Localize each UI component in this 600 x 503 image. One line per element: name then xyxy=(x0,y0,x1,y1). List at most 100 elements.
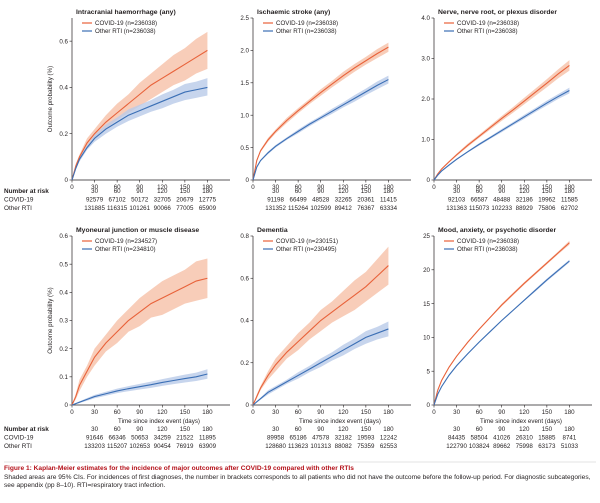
x-tick-label: 0 xyxy=(70,184,74,191)
risk-covid-value: 19962 xyxy=(538,197,556,204)
y-tick-label: 2.5 xyxy=(240,15,249,22)
caption-title: Figure 1: Kaplan-Meier estimates for the… xyxy=(4,465,354,472)
series-line xyxy=(252,46,389,181)
x-axis-label: Time since index event (days) xyxy=(118,418,200,425)
risk-day-label: 60 xyxy=(476,426,483,433)
y-tick-label: 0.4 xyxy=(240,318,249,325)
risk-day-label: 150 xyxy=(361,426,372,433)
chart-panel: 0 0.1 0.2 0.3 0.4 0.5 0.6 0 30 60 90 120 150 180 Outco… xyxy=(4,227,230,450)
risk-covid-value: 26310 xyxy=(516,435,534,442)
risk-day-label: 30 xyxy=(272,188,279,195)
risk-other-value: 102653 xyxy=(129,443,150,450)
legend-label: Other RTI (n=230495) xyxy=(276,246,337,253)
series-line xyxy=(433,64,570,181)
risk-day-label: 90 xyxy=(498,188,505,195)
series-line xyxy=(71,373,208,406)
y-tick-label: 0.1 xyxy=(59,374,68,381)
series-line xyxy=(252,79,389,181)
legend-label: COVID-19 (n=236038) xyxy=(457,20,519,27)
ci-band xyxy=(72,31,208,181)
x-tick-label: 120 xyxy=(519,184,530,191)
x-tick-label: 90 xyxy=(136,184,143,191)
y-tick-label: 15 xyxy=(423,301,430,308)
risk-covid-value: 32705 xyxy=(154,197,172,204)
risk-other-value: 113623 xyxy=(288,443,309,450)
risk-other-value: 131363 xyxy=(446,205,467,212)
x-tick-label: 180 xyxy=(202,184,213,191)
x-tick-label: 180 xyxy=(564,409,575,416)
risk-other-value: 90066 xyxy=(154,205,172,212)
risk-covid-value: 32182 xyxy=(335,435,353,442)
chart-title: Nerve, nerve root, or plexus disorder xyxy=(438,9,557,16)
x-tick-label: 150 xyxy=(542,184,553,191)
risk-covid-value: 89958 xyxy=(267,435,285,442)
legend-label: Other RTI (n=234810) xyxy=(95,246,156,253)
risk-other-value: 63909 xyxy=(199,443,217,450)
legend-label: COVID-19 (n=230151) xyxy=(276,238,338,245)
y-tick-label: 0.5 xyxy=(59,261,68,268)
y-tick-label: 0.6 xyxy=(59,233,68,240)
legend-label: Other RTI (n=236038) xyxy=(95,28,156,35)
y-tick-label: 0.8 xyxy=(240,233,249,240)
risk-day-label: 180 xyxy=(564,188,575,195)
risk-day-label: 90 xyxy=(136,426,143,433)
chart-panel: 0 0.5 1.0 1.5 2.0 2.5 0 30 60 90 120 150 180 Ischaemi… xyxy=(240,9,411,212)
x-tick-label: 90 xyxy=(317,409,324,416)
chart-title: Ischaemic stroke (any) xyxy=(257,9,330,16)
risk-day-label: 90 xyxy=(317,188,324,195)
risk-other-value: 51033 xyxy=(561,443,579,450)
x-tick-label: 60 xyxy=(476,409,483,416)
risk-day-label: 120 xyxy=(338,426,349,433)
x-tick-label: 90 xyxy=(317,184,324,191)
y-tick-label: 0.5 xyxy=(240,145,249,152)
risk-covid-value: 58504 xyxy=(471,435,489,442)
risk-covid-value: 20679 xyxy=(176,197,194,204)
ci-band xyxy=(434,60,570,181)
x-tick-label: 180 xyxy=(564,184,575,191)
y-tick-label: 25 xyxy=(423,233,430,240)
x-tick-label: 150 xyxy=(361,409,372,416)
legend-label: Other RTI (n=236038) xyxy=(457,28,518,35)
risk-day-label: 120 xyxy=(338,188,349,195)
risk-other-value: 103824 xyxy=(469,443,490,450)
risk-other-value: 115264 xyxy=(288,205,309,212)
x-tick-label: 90 xyxy=(136,409,143,416)
risk-day-label: 60 xyxy=(476,188,483,195)
risk-covid-value: 48528 xyxy=(312,197,330,204)
risk-other-value: 131885 xyxy=(84,205,105,212)
y-tick-label: 10 xyxy=(423,335,430,342)
y-tick-label: 0 xyxy=(65,402,69,409)
x-axis-label: Time since index event (days) xyxy=(299,418,381,425)
risk-covid-value: 34259 xyxy=(154,435,172,442)
x-tick-label: 120 xyxy=(338,184,349,191)
y-tick-label: 0 xyxy=(246,402,250,409)
y-tick-label: 2.0 xyxy=(421,96,430,103)
risk-covid-value: 91198 xyxy=(267,197,284,204)
risk-other-value: 75806 xyxy=(538,205,556,212)
risk-other-value: 101313 xyxy=(310,443,331,450)
risk-day-label: 150 xyxy=(542,426,553,433)
risk-other-value: 89662 xyxy=(493,443,511,450)
ci-band xyxy=(72,258,208,405)
risk-covid-value: 66499 xyxy=(290,197,308,204)
chart-title: Myoneural junction or muscle disease xyxy=(76,227,199,234)
x-tick-label: 60 xyxy=(114,184,121,191)
x-tick-label: 60 xyxy=(295,184,302,191)
chart-title: Intracranial haemorrhage (any) xyxy=(76,9,176,16)
caption-text: Shaded areas are 95% CIs. For incidences… xyxy=(4,473,591,490)
series-line xyxy=(252,328,389,406)
risk-other-value: 89412 xyxy=(335,205,353,212)
x-tick-label: 0 xyxy=(70,409,74,416)
risk-covid-value: 84435 xyxy=(448,435,466,442)
x-tick-label: 30 xyxy=(453,184,460,191)
x-tick-label: 30 xyxy=(453,409,460,416)
ci-band xyxy=(253,42,389,181)
chart-title: Mood, anxiety, or psychotic disorder xyxy=(438,227,556,234)
y-tick-label: 1.5 xyxy=(240,80,249,87)
risk-other-value: 115073 xyxy=(469,205,490,212)
risk-other-value: 122790 xyxy=(446,443,467,450)
legend-label: Other RTI (n=236038) xyxy=(457,246,518,253)
y-axis-label: Outcome probability (%) xyxy=(47,66,54,132)
risk-day-label: 60 xyxy=(114,426,121,433)
